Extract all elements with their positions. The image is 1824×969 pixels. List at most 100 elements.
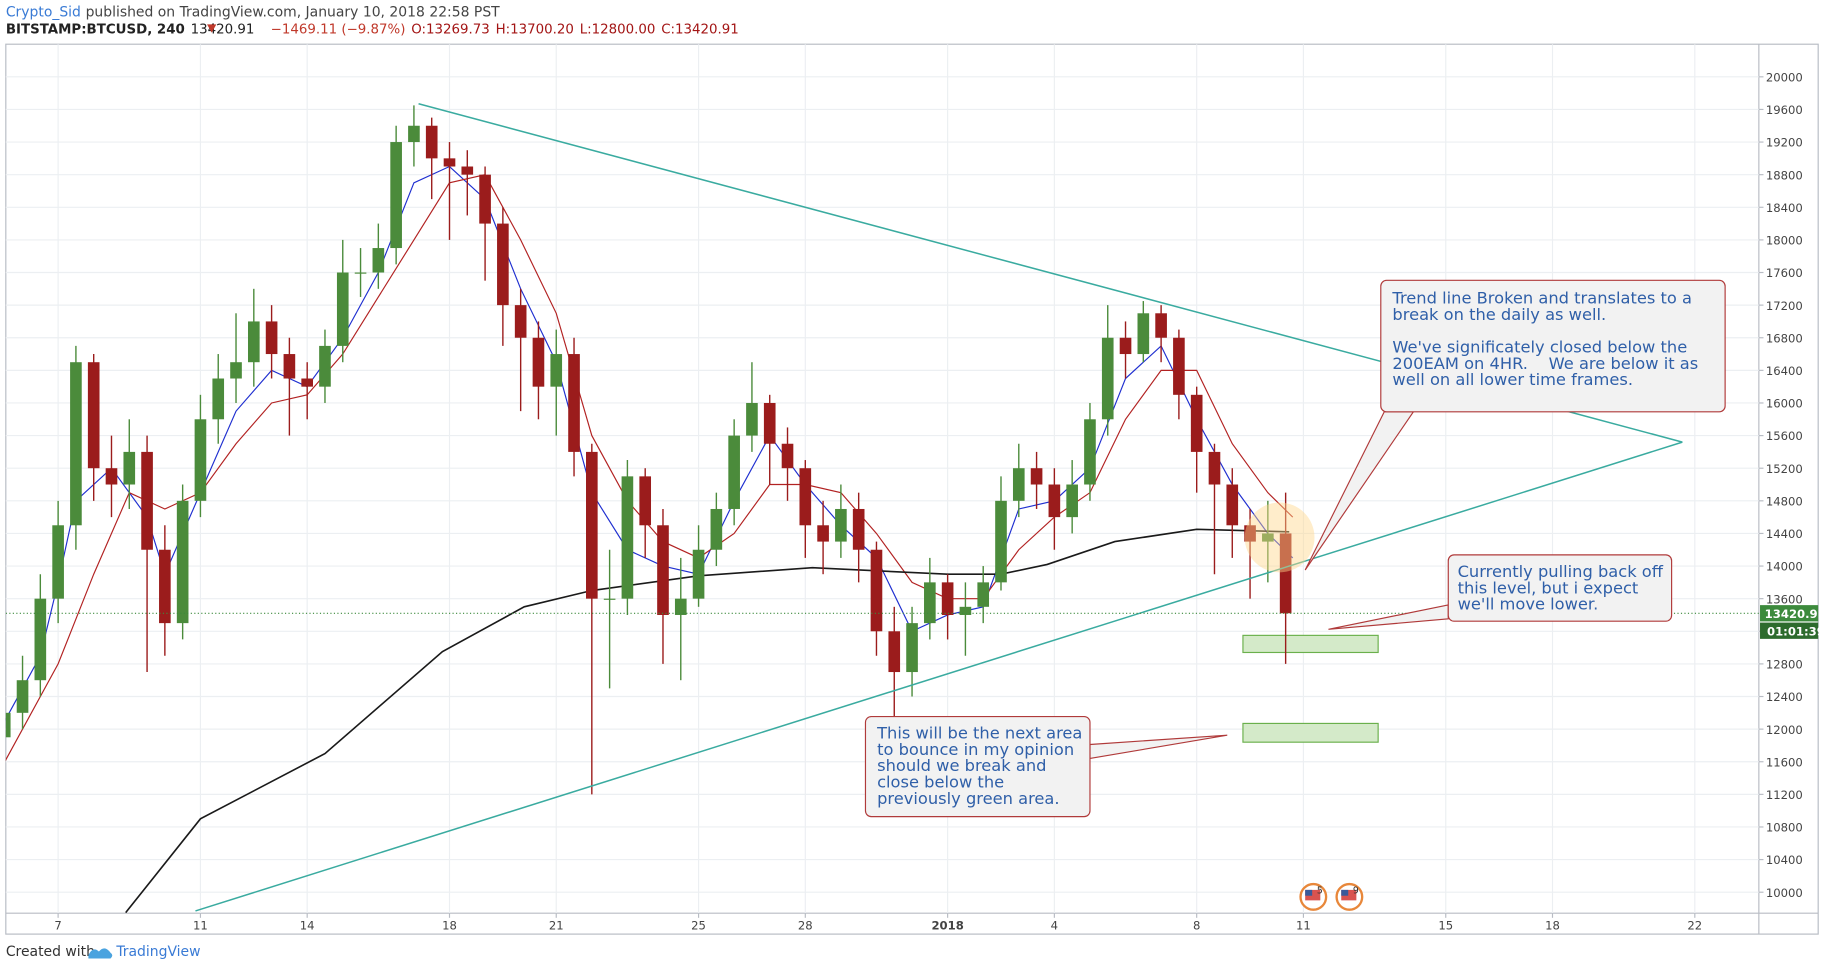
candle-body	[941, 582, 954, 615]
event-flag-canton	[1341, 889, 1349, 896]
event-flag-canton	[1305, 889, 1313, 896]
ohlc-high: H:13700.20	[496, 23, 574, 38]
y-tick-label: 11600	[1766, 755, 1803, 769]
callout-text: close below the	[877, 773, 1004, 792]
y-tick-label: 12400	[1766, 690, 1803, 704]
candle-body	[906, 623, 918, 673]
candle-body	[425, 125, 438, 159]
candle-body	[603, 598, 616, 600]
candle-body	[34, 598, 47, 681]
last-price: 13420.91	[191, 23, 255, 38]
candle-body	[1226, 484, 1239, 526]
y-tick-label: 14800	[1766, 494, 1803, 508]
x-tick-label: 8	[1193, 918, 1200, 932]
candle-body	[443, 158, 456, 167]
candle-body	[1119, 337, 1132, 355]
candle-body	[212, 378, 225, 420]
y-tick-label: 19600	[1766, 103, 1803, 117]
y-tick-label: 16800	[1766, 331, 1803, 345]
candle-body	[16, 680, 29, 713]
candle-body	[692, 549, 705, 599]
candle-body	[852, 508, 865, 550]
y-tick-label: 18800	[1766, 168, 1803, 182]
candle-body	[763, 402, 776, 444]
y-tick-label: 17600	[1766, 266, 1803, 280]
symbol: BITSTAMP:BTCUSD, 240	[6, 23, 185, 38]
price-label-bg	[1760, 605, 1819, 622]
header-line: Crypto_Sid published on TradingView.com, …	[6, 4, 500, 20]
y-tick-label: 16400	[1766, 364, 1803, 378]
x-tick-label: 21	[549, 918, 564, 932]
callout-text: to bounce in my opinion	[877, 740, 1074, 759]
y-tick-label: 16000	[1766, 397, 1803, 411]
candle-body	[1048, 484, 1061, 518]
candle-body	[354, 272, 367, 274]
countdown: 01:01:39	[1767, 624, 1824, 638]
candle-body	[336, 272, 349, 346]
y-tick-label: 15600	[1766, 429, 1803, 443]
author[interactable]: Crypto_Sid	[6, 4, 81, 20]
candle-body	[372, 248, 385, 273]
candle-body	[924, 582, 936, 624]
candle-body	[159, 549, 171, 624]
y-tick-label: 18000	[1766, 234, 1803, 248]
x-tick-label: 7	[54, 918, 61, 932]
candle-body	[674, 598, 687, 615]
event-flag	[1341, 889, 1357, 901]
y-tick-label: 18400	[1766, 201, 1803, 215]
countdown-bg	[1760, 622, 1819, 639]
y-tick-label: 10800	[1766, 821, 1803, 835]
price-label: 13420.91	[1765, 607, 1824, 621]
callout-text: should we break and	[877, 756, 1046, 775]
y-tick-label: 14000	[1766, 560, 1803, 574]
frame	[5, 43, 1819, 935]
published: published on TradingView.com, January 10…	[86, 4, 501, 20]
event-count: 5	[1317, 885, 1323, 896]
y-tick-label: 17200	[1766, 299, 1803, 313]
trend-line	[195, 441, 1683, 912]
callout-box	[1447, 554, 1673, 622]
candle-body	[301, 378, 313, 387]
x-tick-label: 11	[1296, 918, 1311, 932]
candle-body	[1030, 468, 1043, 485]
callout-text: We've significately closed below the	[1392, 337, 1687, 356]
x-tick-label: 18	[442, 918, 457, 932]
candle-body	[532, 337, 545, 387]
candle-body	[283, 354, 296, 379]
y-tick-label: 12000	[1766, 723, 1803, 737]
callout-text: This will be the next area	[876, 724, 1082, 743]
candle-body	[247, 321, 260, 363]
callout-text: 200EAM on 4HR. We are below it as	[1392, 354, 1698, 373]
candle-body	[194, 419, 207, 501]
candle-body	[1208, 451, 1221, 485]
candle-body	[1012, 468, 1025, 501]
candle-body	[1279, 533, 1292, 614]
callout-text: well on all lower time frames.	[1392, 370, 1633, 389]
footer-created: Created with	[6, 944, 95, 960]
candle-body	[70, 362, 82, 526]
candle-body	[781, 443, 794, 469]
candle-body	[176, 500, 189, 624]
callout-text: this level, but i expect	[1458, 578, 1639, 597]
y-tick-label: 15200	[1766, 462, 1803, 476]
callout-text: break on the daily as well.	[1392, 305, 1606, 324]
x-tick-label: 4	[1051, 918, 1058, 932]
callout-text: previously green area.	[877, 789, 1059, 808]
candle-body	[817, 525, 829, 542]
candle-body	[123, 451, 136, 485]
y-tick-label: 11200	[1766, 788, 1803, 802]
ohlc-close: C:13420.91	[661, 23, 739, 38]
candle-body	[1084, 419, 1096, 485]
callout-box	[1380, 279, 1726, 413]
candle-body	[1190, 394, 1203, 452]
down-arrow	[207, 24, 217, 33]
callout-text: Currently pulling back off	[1458, 562, 1664, 581]
change: −1469.11 (−9.87%)	[271, 23, 406, 38]
candle-body	[728, 435, 740, 509]
x-tick-label: 25	[691, 918, 706, 932]
footer-brand[interactable]: TradingView	[115, 944, 200, 960]
y-tick-label: 20000	[1766, 70, 1803, 84]
candle-body	[87, 362, 100, 469]
